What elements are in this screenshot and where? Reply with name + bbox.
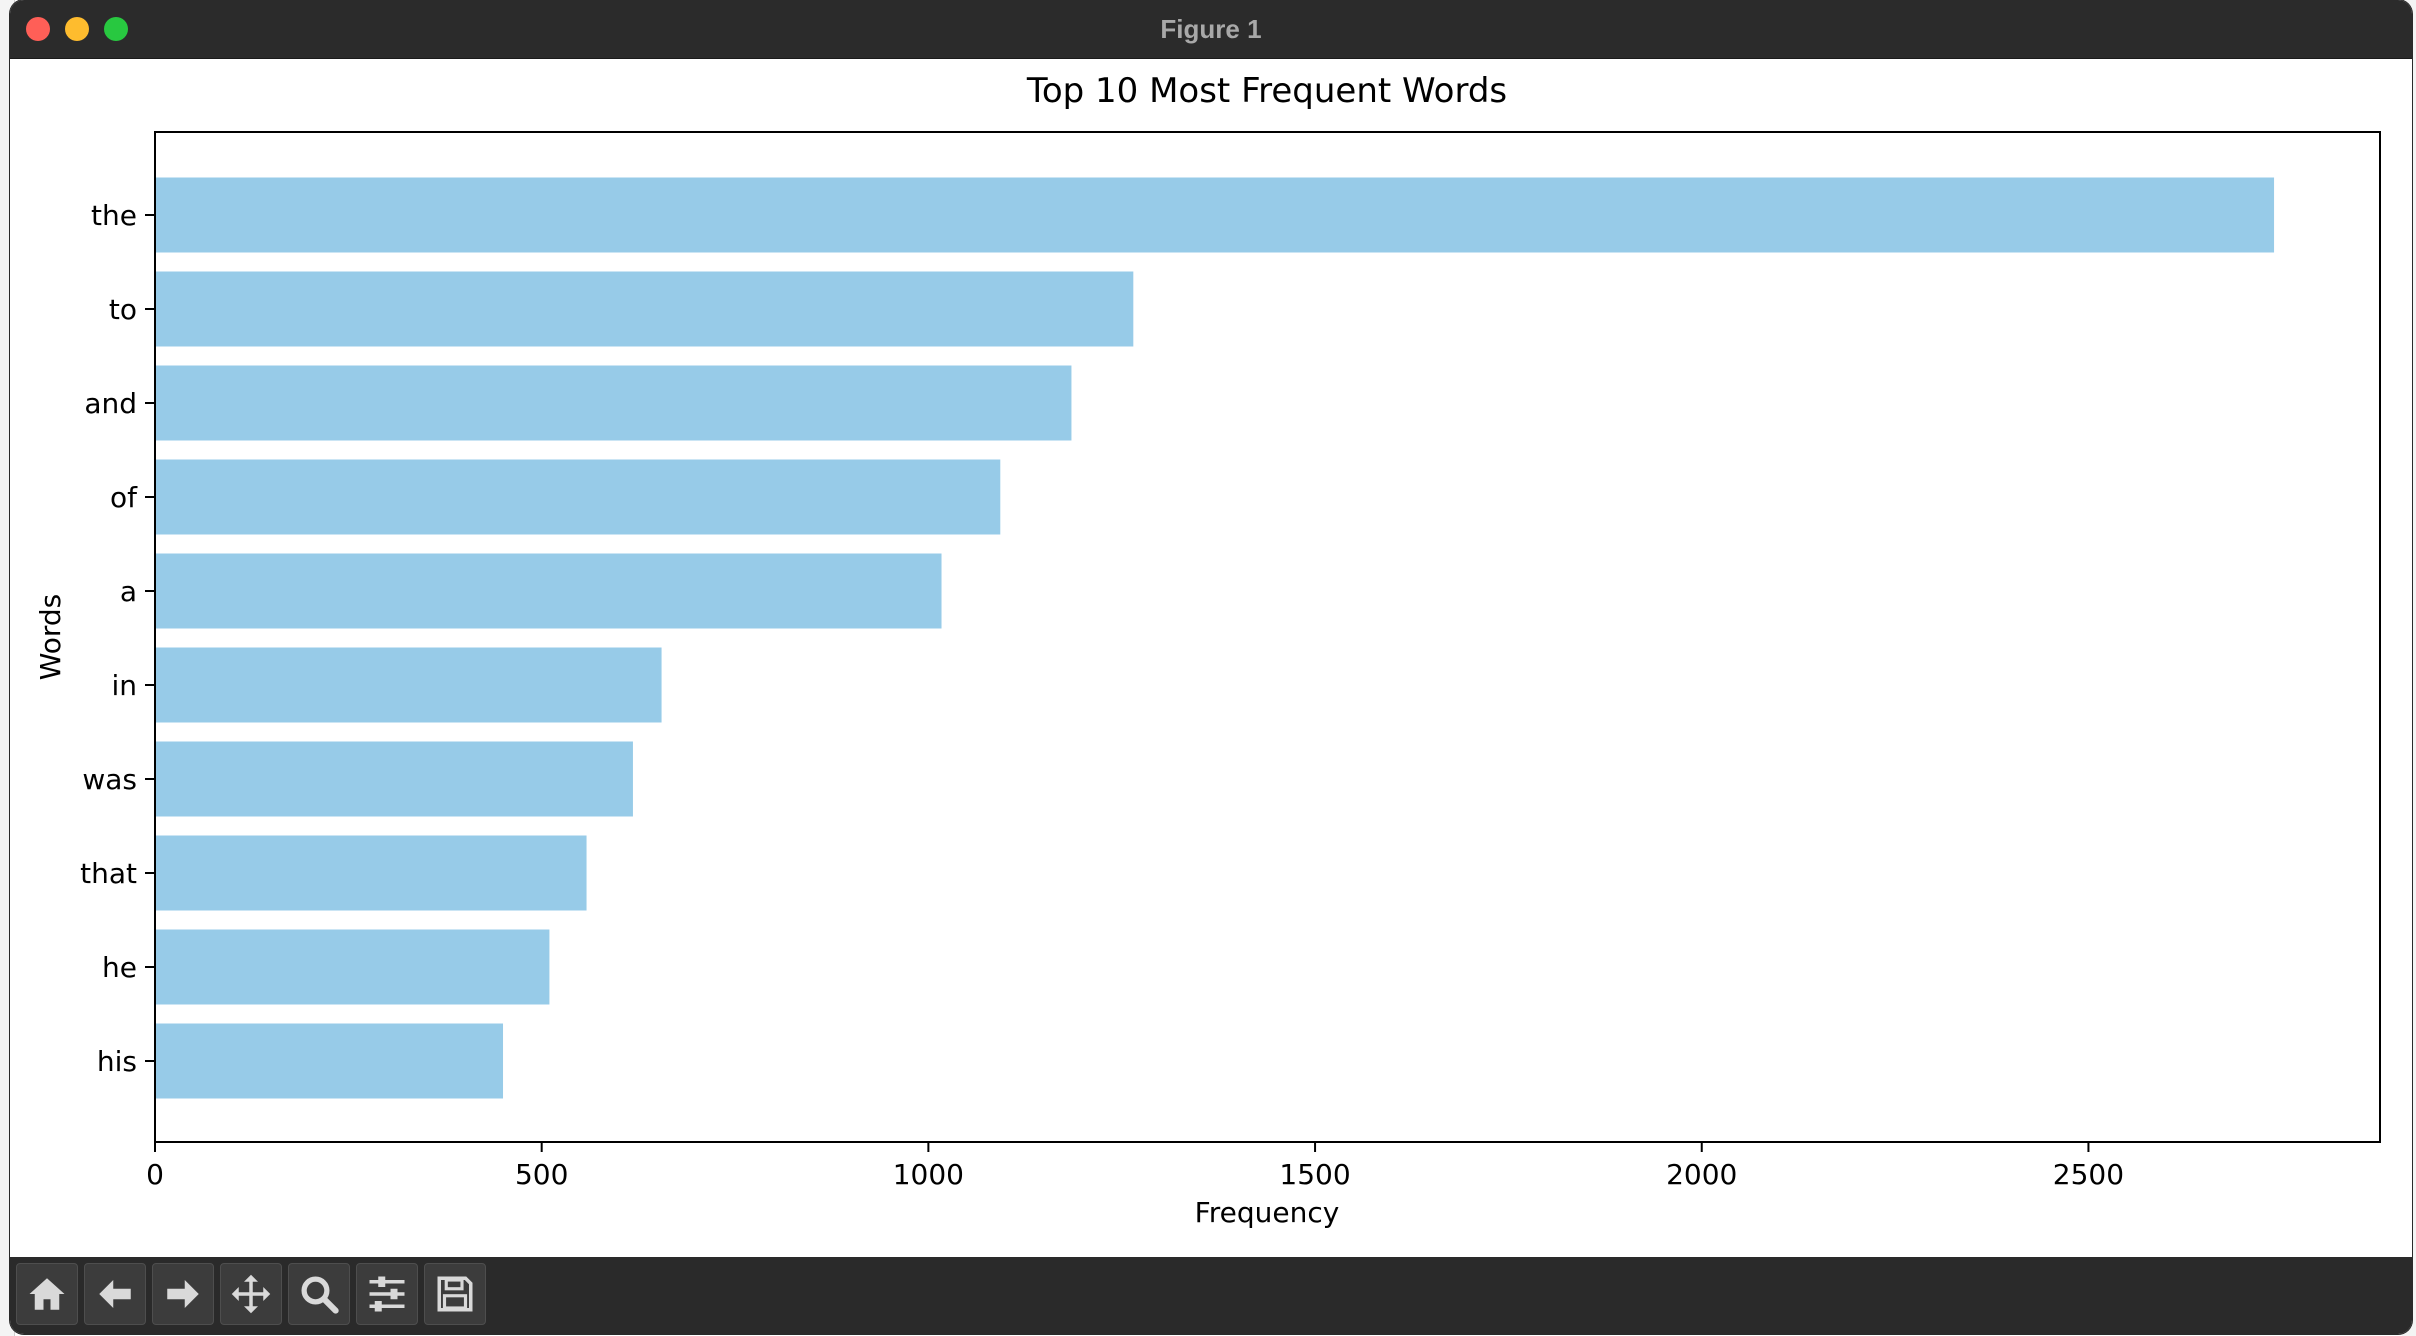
pan-move-icon (231, 1274, 271, 1314)
y-tick-label: that (80, 857, 137, 890)
y-tick-label: and (84, 387, 137, 420)
x-tick-label: 2500 (2053, 1158, 2124, 1191)
y-tick-label: of (110, 481, 138, 514)
x-axis-ticks: 0 500 1000 1500 2000 2500 (146, 1142, 2124, 1191)
y-tick-label: to (109, 293, 137, 326)
configure-subplots-button[interactable] (356, 1263, 418, 1325)
home-button[interactable] (16, 1263, 78, 1325)
x-tick-label: 1500 (1279, 1158, 1350, 1191)
x-tick-label: 2000 (1666, 1158, 1737, 1191)
figure-canvas[interactable]: Top 10 Most Frequent Words the to and of a in… (10, 59, 2412, 1257)
minimize-window-button[interactable] (65, 17, 89, 41)
bar-that (155, 835, 587, 911)
bar-of (155, 459, 1001, 535)
bar-a (155, 553, 942, 629)
title-bar[interactable]: Figure 1 (10, 0, 2412, 59)
x-tick-label: 0 (146, 1158, 164, 1191)
bars-group (155, 177, 2275, 1099)
zoom-magnifier-icon (301, 1276, 339, 1314)
chart-title: Top 10 Most Frequent Words (1026, 71, 1507, 111)
y-tick-label: the (91, 199, 137, 232)
save-button[interactable] (424, 1263, 486, 1325)
forward-button[interactable] (152, 1263, 214, 1325)
maximize-window-button[interactable] (104, 17, 128, 41)
navigation-toolbar (10, 1257, 2412, 1334)
x-tick-label: 1000 (893, 1158, 964, 1191)
home-icon (29, 1278, 65, 1310)
y-tick-label: in (111, 669, 137, 702)
bar-chart: Top 10 Most Frequent Words the to and of a in… (34, 71, 2381, 1229)
figure-window: Figure 1 Top 10 Most Frequent Words the t… (10, 0, 2412, 1334)
y-tick-label: he (102, 951, 137, 984)
zoom-button[interactable] (288, 1263, 350, 1325)
close-window-button[interactable] (26, 17, 50, 41)
y-axis-label: Words (34, 594, 67, 681)
y-axis-ticks: the to and of a in was that he his (80, 199, 155, 1078)
pan-button[interactable] (220, 1263, 282, 1325)
bar-his (155, 1023, 504, 1099)
y-tick-label: his (97, 1045, 137, 1078)
back-arrow-icon (99, 1280, 131, 1308)
x-axis-label: Frequency (1195, 1196, 1340, 1229)
window-title: Figure 1 (1160, 14, 1262, 44)
bar-in (155, 647, 662, 723)
bar-to (155, 271, 1134, 347)
x-tick-label: 500 (515, 1158, 568, 1191)
save-disk-icon (437, 1276, 473, 1312)
plot-area-frame (154, 131, 2381, 1143)
bar-the (155, 177, 2275, 253)
bar-he (155, 929, 550, 1005)
bar-was (155, 741, 633, 817)
configure-subplots-icon (369, 1276, 405, 1312)
forward-arrow-icon (167, 1280, 199, 1308)
y-tick-label: a (120, 575, 137, 608)
y-tick-label: was (82, 763, 137, 796)
back-button[interactable] (84, 1263, 146, 1325)
bar-and (155, 365, 1072, 441)
